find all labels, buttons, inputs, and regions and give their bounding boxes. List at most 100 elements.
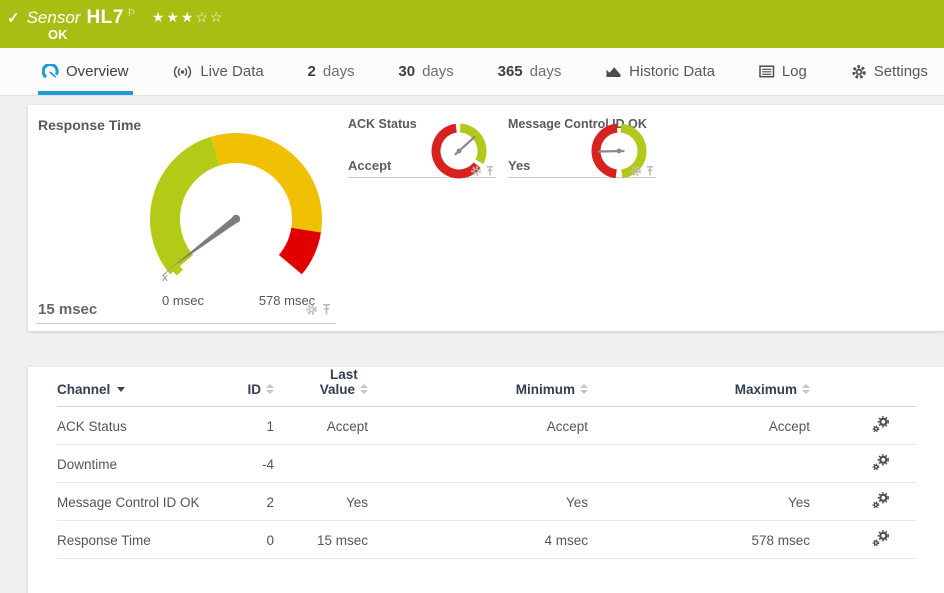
column-header-tools [810, 367, 916, 407]
column-header-minimum[interactable]: Minimum [368, 367, 588, 407]
tab-label: Log [781, 63, 807, 80]
tab-label: Historic Data [629, 63, 716, 80]
cell-id: -4 [207, 444, 274, 483]
column-label: Maximum [734, 382, 797, 397]
channel-table-panel: Channel ID Last Value Minimum [28, 367, 944, 593]
cell-maximum: Yes [588, 482, 810, 521]
column-header-channel[interactable]: Channel [57, 367, 207, 407]
stars-empty: ☆☆ [195, 9, 225, 25]
gauge-tile-ack-status: ACK Status Accept [348, 111, 496, 179]
channel-settings-icon[interactable] [872, 492, 890, 509]
cell-minimum: Yes [368, 482, 588, 521]
tab-number: 30 [398, 63, 416, 80]
cell-last-value: 15 msec [274, 520, 368, 559]
tab-settings[interactable]: Settings [849, 48, 930, 95]
status-badge: OK [48, 27, 68, 42]
gauge-pin-icon[interactable] [485, 165, 495, 177]
gauge-title: ACK Status [348, 117, 417, 131]
gauge-settings-gear-icon[interactable] [305, 303, 318, 316]
channel-table: Channel ID Last Value Minimum [57, 367, 916, 559]
tab-365-days[interactable]: 365 days [496, 48, 564, 95]
tab-log[interactable]: Log [757, 48, 809, 95]
table-header-row: Channel ID Last Value Minimum [57, 367, 916, 407]
sensor-kind-label: Sensor [26, 8, 81, 27]
cell-id: 2 [207, 482, 274, 521]
cell-channel: Downtime [57, 444, 207, 483]
tab-number: 2 [307, 63, 316, 80]
cell-channel: Message Control ID OK [57, 482, 207, 521]
tab-label: Overview [66, 63, 129, 80]
column-header-id[interactable]: ID [207, 367, 274, 407]
sensor-tab-bar: Overview Live Data 2 days 30 days 365 da… [0, 48, 944, 96]
channel-settings-icon[interactable] [872, 416, 890, 433]
historic-data-icon [606, 67, 621, 77]
message-control-donut-gauge [591, 123, 647, 179]
mean-marker-label: x̄ [162, 272, 168, 284]
cell-channel: ACK Status [57, 406, 207, 445]
table-row[interactable]: Response Time 0 15 msec 4 msec 578 msec [57, 520, 916, 559]
cell-minimum: 4 msec [368, 520, 588, 559]
stars-filled: ★★★ [151, 9, 196, 25]
cell-channel: Response Time [57, 520, 207, 559]
tab-unit: days [529, 63, 562, 80]
ack-status-donut-gauge [431, 123, 487, 179]
gauge-settings-gear-icon[interactable] [630, 165, 642, 177]
tab-30-days[interactable]: 30 days [396, 48, 455, 95]
cell-maximum: 578 msec [588, 520, 810, 559]
gauge-tile-message-control-id-ok: Message Control ID OK Yes [508, 111, 656, 179]
gauge-min-label: 0 msec [162, 293, 204, 308]
tab-unit: days [322, 63, 355, 80]
gear-icon [852, 64, 866, 79]
channel-settings-icon[interactable] [872, 454, 890, 471]
column-label: Channel [57, 382, 111, 397]
column-header-last-value[interactable]: Last Value [274, 367, 368, 407]
gauge-icon [42, 64, 59, 78]
sensor-status-bar: ✓ Sensor HL7 ⚐ ★★★☆☆ OK [0, 0, 944, 48]
live-data-icon [174, 65, 192, 78]
priority-star-rating[interactable]: ★★★☆☆ [152, 9, 225, 26]
tab-number: 365 [497, 63, 523, 80]
cell-maximum: Accept [588, 406, 810, 445]
tab-label: Settings [873, 63, 928, 80]
tab-2-days[interactable]: 2 days [306, 48, 357, 95]
gauge-pin-icon[interactable] [645, 165, 655, 177]
gauges-panel: Response Time x̄ 0 msec 578 msec 15 msec [28, 105, 944, 331]
table-row[interactable]: Downtime -4 [57, 444, 916, 483]
priority-flag-icon: ⚐ [126, 8, 136, 19]
cell-last-value [274, 444, 368, 483]
column-label: ID [247, 382, 262, 397]
tab-overview[interactable]: Overview [38, 48, 133, 95]
gauge-settings-gear-icon[interactable] [470, 165, 482, 177]
response-time-gauge: x̄ 0 msec 578 msec [150, 133, 322, 308]
tab-historic-data[interactable]: Historic Data [603, 48, 717, 95]
cell-minimum [368, 444, 588, 483]
table-row[interactable]: Message Control ID OK 2 Yes Yes Yes [57, 482, 916, 521]
column-label-line2: Value [319, 382, 355, 397]
overview-content: Response Time x̄ 0 msec 578 msec 15 msec [0, 96, 944, 593]
sensor-name: HL7 [86, 7, 124, 28]
cell-last-value: Yes [274, 482, 368, 521]
ok-check-icon: ✓ [7, 10, 20, 27]
gauge-current-value: Accept [348, 158, 392, 173]
cell-minimum: Accept [368, 406, 588, 445]
tab-live-data[interactable]: Live Data [170, 48, 265, 95]
sort-icon[interactable] [580, 384, 588, 395]
gauge-tile-response-time: Response Time x̄ 0 msec 578 msec 15 msec [36, 109, 336, 324]
cell-maximum [588, 444, 810, 483]
sort-desc-icon [117, 386, 126, 392]
tab-label: Live Data [200, 63, 264, 80]
gauge-max-label: 578 msec [259, 293, 316, 308]
column-label-line1: Last [329, 367, 358, 382]
column-header-maximum[interactable]: Maximum [588, 367, 810, 407]
cell-id: 1 [207, 406, 274, 445]
sort-icon[interactable] [802, 384, 810, 395]
cell-last-value: Accept [274, 406, 368, 445]
column-label: Minimum [515, 382, 575, 397]
gauge-pin-icon[interactable] [321, 303, 332, 316]
sort-icon[interactable] [360, 384, 368, 395]
sort-icon[interactable] [266, 384, 274, 395]
table-row[interactable]: ACK Status 1 Accept Accept Accept [57, 406, 916, 445]
gauge-current-value: Yes [508, 158, 531, 173]
tab-unit: days [422, 63, 454, 80]
channel-settings-icon[interactable] [872, 530, 890, 547]
